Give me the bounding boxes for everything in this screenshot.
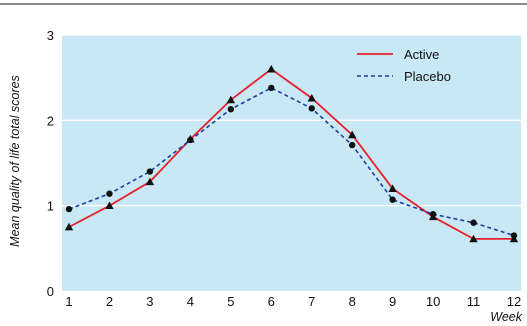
y-tick-label: 1 <box>47 199 54 214</box>
data-point-active <box>145 177 155 186</box>
x-tick-label: 11 <box>467 294 481 309</box>
data-point-placebo <box>227 106 235 113</box>
legend-label-active: Active <box>404 47 439 62</box>
data-point-placebo <box>187 136 194 144</box>
y-tick-label: 0 <box>47 284 54 299</box>
x-tick-label: 2 <box>106 294 113 309</box>
y-tick-label: 3 <box>47 28 54 43</box>
x-tick-label: 12 <box>507 294 521 309</box>
data-point-active <box>347 130 357 139</box>
data-point-active <box>469 234 478 243</box>
y-tick-label: 2 <box>47 113 54 128</box>
data-point-placebo <box>65 205 73 213</box>
data-point-placebo <box>348 141 356 149</box>
data-point-placebo <box>470 219 477 226</box>
data-point-placebo <box>106 190 113 197</box>
x-tick-label: 7 <box>308 294 315 309</box>
data-point-active <box>64 222 74 231</box>
x-tick-label: 5 <box>227 294 234 309</box>
data-point-placebo <box>268 84 275 92</box>
legend: Active Placebo <box>357 47 451 84</box>
series-line-placebo <box>68 86 515 237</box>
x-axis-title: Week <box>490 310 522 324</box>
data-point-active <box>388 184 397 192</box>
x-tick-label: 3 <box>146 294 153 309</box>
x-tick-label: 10 <box>426 294 440 309</box>
data-point-placebo <box>510 232 518 239</box>
data-point-placebo <box>429 211 437 218</box>
x-tick-label: 8 <box>349 294 356 309</box>
gridlines <box>62 34 521 207</box>
plot-area <box>62 35 521 291</box>
data-point-placebo <box>308 105 315 112</box>
x-tick-label: 9 <box>389 294 396 309</box>
data-point-placebo <box>389 196 396 203</box>
x-tick-label: 4 <box>187 294 194 309</box>
x-tick-label: 1 <box>65 294 72 309</box>
legend-label-placebo: Placebo <box>404 69 451 84</box>
series-layer <box>64 64 519 243</box>
data-point-active <box>267 64 276 73</box>
data-point-active <box>307 93 316 102</box>
data-point-placebo <box>146 168 154 175</box>
data-point-active <box>226 95 236 104</box>
x-tick-label: 6 <box>268 294 275 309</box>
data-point-active <box>105 201 114 210</box>
series-line-active <box>68 67 514 240</box>
y-axis-title: Mean quality of life total scores <box>8 75 22 247</box>
